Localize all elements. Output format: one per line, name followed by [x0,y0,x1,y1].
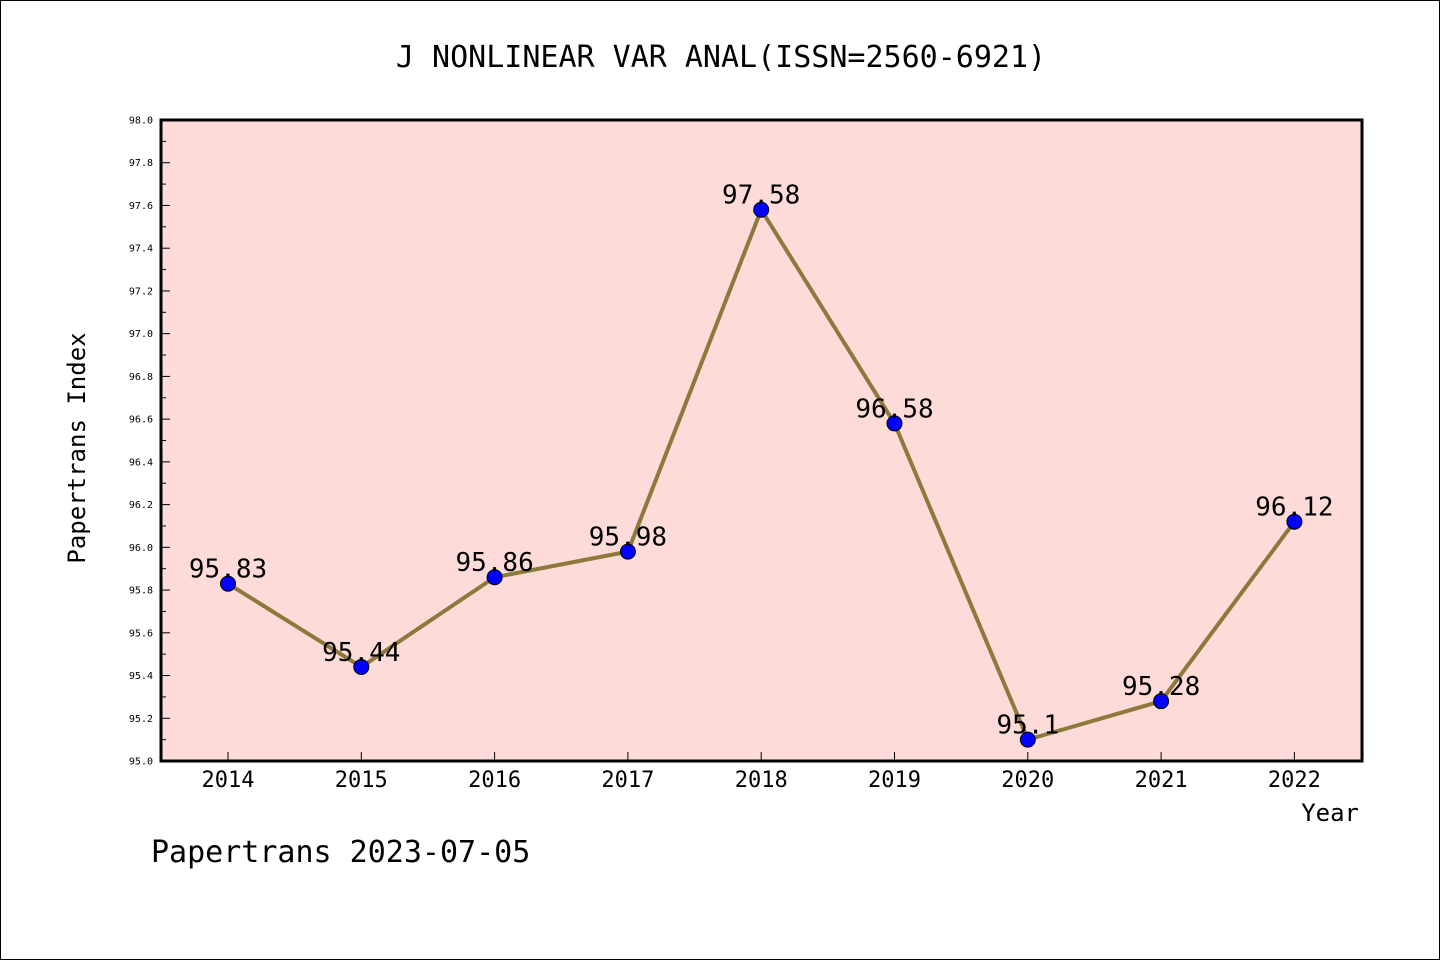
data-point [886,415,903,432]
x-tick-label: 2019 [868,768,921,793]
data-label: 95.83 [189,555,267,585]
y-tick-label: 96.4 [129,457,153,468]
data-label: 97.58 [722,181,800,211]
y-tick-label: 96.8 [129,372,153,383]
y-tick-label: 96.6 [129,415,153,426]
plot-border [159,118,1364,763]
plot-area [161,120,1362,761]
chart-title: J NONLINEAR VAR ANAL(ISSN=2560-6921) [396,40,1046,75]
y-tick-label: 97.4 [129,244,153,255]
x-tick-label: 2018 [735,768,788,793]
x-axis: 2014 2015 2016 2017 2018 2019 2020 2021 2022 [202,752,1321,793]
data-point [1286,513,1303,530]
x-tick-label: 2022 [1268,768,1321,793]
y-tick-label: 95.0 [129,757,153,768]
x-tick-label: 2016 [468,768,521,793]
x-tick-label: 2015 [335,768,388,793]
x-tick-label: 2020 [1001,768,1054,793]
y-tick-label: 96.0 [129,543,153,554]
y-tick-label: 97.0 [129,329,153,340]
y-tick-label: 95.8 [129,586,153,597]
y-axis-label: Papertrans Index [63,332,91,563]
y-tick-label: 95.2 [129,714,153,725]
data-label: 95.98 [589,523,667,553]
data-point [619,543,636,560]
footer-stamp: Papertrans 2023-07-05 [151,835,531,870]
x-tick-label: 2017 [601,768,654,793]
data-point [486,569,503,586]
data-point [220,575,236,592]
y-tick-label: 97.8 [129,158,153,169]
x-tick-label: 2021 [1135,768,1188,793]
data-label: 95.44 [322,638,400,668]
data-point [1153,693,1170,710]
data-label: 95.1 [996,711,1059,741]
data-labels: 95.83 95.44 95.86 95.98 97.58 96.58 95.1 95.28 9… [189,181,1334,741]
x-axis-label: Year [1301,799,1359,827]
data-label: 95.86 [455,548,533,578]
y-tick-label: 98.0 [129,116,153,127]
x-tick-label: 2014 [202,768,255,793]
series-markers [220,201,1303,748]
data-point [753,201,770,218]
y-tick-label: 96.2 [129,500,153,511]
y-tick-label: 97.2 [129,286,153,297]
data-label: 96.58 [855,394,933,424]
data-point [353,658,370,675]
data-label: 95.28 [1122,672,1200,702]
y-tick-label: 95.6 [129,628,153,639]
y-tick-label: 97.6 [129,201,153,212]
y-tick-label: 95.4 [129,671,153,682]
data-label: 96.12 [1255,493,1333,523]
data-point [1019,731,1036,748]
